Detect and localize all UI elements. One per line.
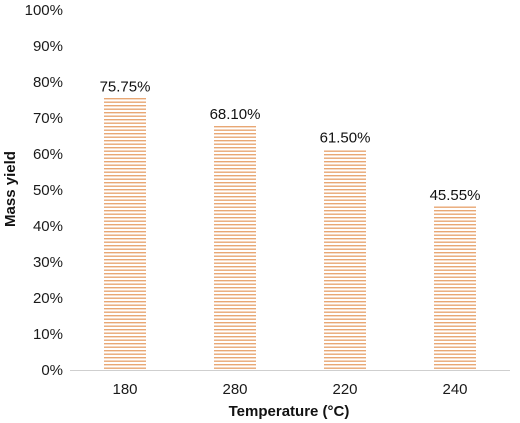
data-label-280: 68.10% bbox=[210, 106, 261, 123]
y-axis-tick-labels: 0% 10% 20% 30% 40% 50% 60% 70% 80% 90% 100% bbox=[25, 2, 63, 379]
data-label-240: 45.55% bbox=[430, 187, 481, 204]
y-axis-title: Mass yield bbox=[2, 151, 19, 227]
x-axis-title: Temperature (°C) bbox=[229, 403, 350, 420]
x-tick-label: 220 bbox=[332, 381, 357, 398]
y-tick-label: 100% bbox=[25, 2, 63, 19]
x-tick-label: 240 bbox=[442, 381, 467, 398]
bar-180 bbox=[104, 97, 146, 371]
y-tick-label: 10% bbox=[33, 326, 63, 343]
data-label-220: 61.50% bbox=[320, 130, 371, 147]
bars bbox=[104, 97, 476, 371]
y-tick-label: 40% bbox=[33, 218, 63, 235]
data-labels: 75.75% 68.10% 61.50% 45.55% bbox=[100, 78, 481, 204]
bar-220 bbox=[324, 148, 366, 370]
y-tick-label: 70% bbox=[33, 110, 63, 127]
y-tick-label: 80% bbox=[33, 74, 63, 91]
x-tick-label: 180 bbox=[112, 381, 137, 398]
y-tick-label: 0% bbox=[41, 362, 63, 379]
x-axis-tick-labels: 180 280 220 240 bbox=[112, 381, 467, 398]
bar-280 bbox=[214, 124, 256, 370]
y-tick-label: 30% bbox=[33, 254, 63, 271]
data-label-180: 75.75% bbox=[100, 78, 151, 95]
y-tick-label: 60% bbox=[33, 146, 63, 163]
y-tick-label: 90% bbox=[33, 38, 63, 55]
y-tick-label: 50% bbox=[33, 182, 63, 199]
x-tick-label: 280 bbox=[222, 381, 247, 398]
bar-240 bbox=[434, 206, 476, 370]
y-tick-label: 20% bbox=[33, 290, 63, 307]
